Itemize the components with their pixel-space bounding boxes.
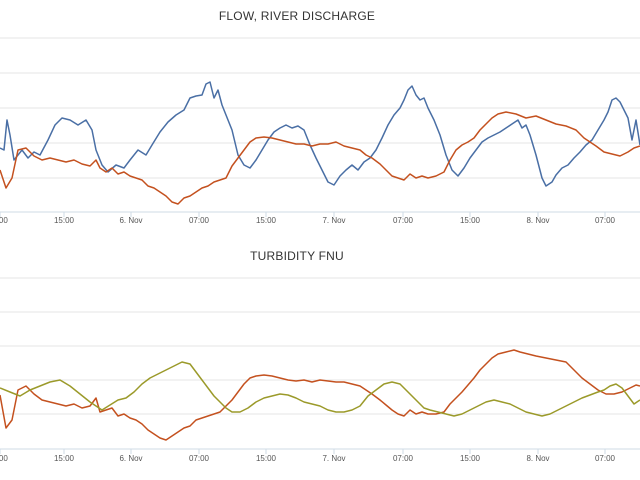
x-tick-label-1-2: 6. Nov — [119, 454, 142, 463]
x-tick-label-0-7: 15:00 — [460, 216, 481, 225]
x-tick-label-0-2: 6. Nov — [119, 216, 142, 225]
x-tick-label-1-7: 15:00 — [460, 454, 481, 463]
x-tick-label-0-6: 07:00 — [393, 216, 414, 225]
x-tick-label-1-9: 07:00 — [595, 454, 616, 463]
x-tick-label-0-8: 8. Nov — [526, 216, 549, 225]
x-tick-label-0-1: 15:00 — [54, 216, 75, 225]
series-line-0-0 — [0, 81, 640, 187]
x-tick-label-1-8: 8. Nov — [526, 454, 549, 463]
x-tick-label-1-5: 7. Nov — [322, 454, 345, 463]
x-tick-label-0-0: 0:00 — [0, 216, 8, 225]
x-tick-label-1-3: 07:00 — [189, 454, 210, 463]
x-tick-label-0-9: 07:00 — [595, 216, 616, 225]
x-tick-label-0-4: 15:00 — [256, 216, 277, 225]
series-line-0-1 — [0, 111, 640, 205]
series-line-1-0 — [0, 349, 640, 441]
x-tick-label-1-6: 07:00 — [393, 454, 414, 463]
x-tick-label-0-5: 7. Nov — [322, 216, 345, 225]
x-tick-label-1-0: 0:00 — [0, 454, 8, 463]
x-tick-label-0-3: 07:00 — [189, 216, 210, 225]
chart-title-flow: FLOW, RIVER DISCHARGE — [218, 9, 376, 23]
x-tick-label-1-4: 15:00 — [256, 454, 277, 463]
x-tick-label-1-1: 15:00 — [54, 454, 75, 463]
chart-title-turbidity: TURBIDITY FNU — [250, 249, 344, 263]
series-line-1-1 — [0, 361, 640, 417]
